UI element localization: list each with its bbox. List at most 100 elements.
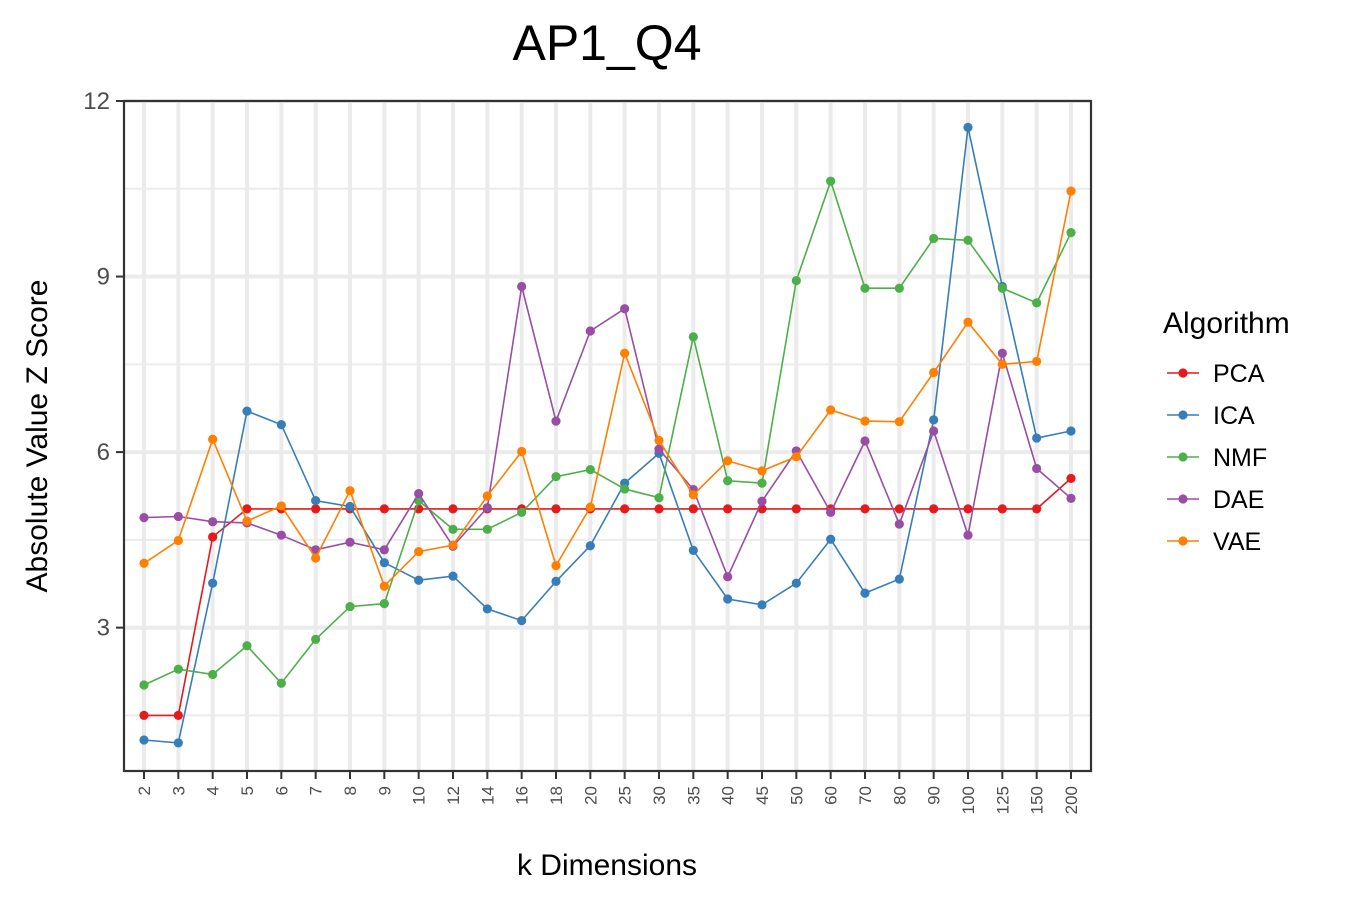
x-tick-label: 50 — [787, 786, 806, 805]
data-point — [242, 504, 252, 514]
data-point — [585, 502, 595, 512]
data-point — [929, 233, 939, 244]
legend-label: PCA — [1213, 360, 1265, 388]
data-point — [929, 426, 939, 436]
x-tick-label: 80 — [890, 786, 909, 805]
data-point — [379, 599, 389, 609]
data-point — [997, 348, 1007, 358]
x-tick-label: 16 — [513, 786, 532, 805]
data-point — [276, 419, 286, 430]
data-point — [448, 571, 458, 581]
data-point — [139, 735, 149, 745]
legend-item-pca: PCA — [1167, 360, 1265, 388]
data-point — [551, 416, 561, 426]
data-point — [654, 444, 664, 454]
data-point — [620, 304, 630, 314]
data-point — [139, 680, 149, 690]
data-point — [860, 283, 870, 293]
data-point — [723, 572, 733, 582]
data-point — [242, 406, 252, 416]
legend-item-vae: VAE — [1167, 528, 1261, 556]
data-point — [139, 710, 149, 721]
data-point — [173, 738, 183, 748]
data-point — [517, 281, 527, 292]
data-point — [345, 501, 355, 512]
data-point — [620, 348, 630, 358]
data-point — [757, 496, 767, 506]
data-point — [963, 235, 973, 245]
y-axis-label: Absolute Value Z Score — [21, 280, 54, 593]
data-point — [276, 501, 286, 511]
data-point — [688, 545, 698, 555]
data-point — [208, 532, 218, 542]
x-tick-label: 35 — [684, 786, 703, 805]
data-point — [757, 478, 767, 488]
series-line — [143, 127, 1072, 744]
x-tick-label: 12 — [444, 786, 463, 805]
data-point — [448, 524, 458, 534]
data-point — [654, 493, 664, 503]
data-point — [345, 537, 355, 547]
data-point — [379, 504, 389, 514]
data-point — [482, 604, 492, 614]
data-point — [585, 541, 595, 551]
data-point — [723, 594, 733, 604]
x-tick-label: 200 — [1062, 786, 1081, 814]
data-point — [311, 553, 321, 563]
data-point — [208, 669, 218, 680]
legend-item-ica: ICA — [1167, 402, 1255, 430]
data-point — [688, 504, 698, 514]
data-point — [654, 504, 664, 514]
x-tick-label: 60 — [822, 786, 841, 805]
x-tick-label: 20 — [581, 786, 600, 805]
data-point — [173, 511, 183, 522]
data-point — [517, 616, 527, 626]
data-point — [723, 456, 733, 466]
x-tick-label: 45 — [753, 786, 772, 805]
data-point — [894, 574, 904, 584]
x-tick-label: 30 — [650, 786, 669, 805]
data-point — [414, 489, 424, 499]
data-point — [208, 517, 218, 527]
data-point — [1066, 228, 1076, 238]
data-point — [345, 601, 355, 612]
x-tick-label: 14 — [478, 786, 497, 805]
data-point — [963, 317, 973, 327]
panel-border — [122, 99, 1093, 773]
data-point — [276, 678, 286, 688]
data-point — [791, 452, 801, 462]
series-line — [143, 286, 1072, 579]
data-point — [482, 491, 492, 501]
data-point — [208, 578, 218, 588]
data-point — [379, 558, 389, 568]
x-tick-label: 40 — [719, 786, 738, 805]
data-point — [860, 504, 870, 514]
series-line — [143, 178, 1072, 686]
legend-label: VAE — [1213, 528, 1261, 556]
data-point — [894, 283, 904, 293]
y-tick-label: 3 — [97, 615, 110, 642]
data-point — [551, 472, 561, 482]
data-point — [620, 504, 630, 514]
data-point — [929, 415, 939, 425]
data-point — [208, 434, 218, 444]
data-point — [139, 558, 149, 568]
data-point — [585, 465, 595, 475]
data-point — [997, 283, 1007, 293]
series-vae — [139, 186, 1076, 591]
data-point — [379, 581, 389, 591]
data-point — [311, 634, 321, 644]
legend-marker — [1178, 368, 1188, 378]
data-point — [860, 416, 870, 426]
data-point — [242, 641, 252, 651]
legend: Algorithm PCA ICA NMF DAE VAE — [1163, 307, 1290, 556]
series-nmf — [139, 176, 1076, 690]
data-point — [791, 504, 801, 514]
data-point — [688, 490, 698, 500]
data-point — [448, 540, 458, 550]
x-tick-label: 70 — [856, 786, 875, 805]
data-point — [482, 524, 492, 534]
data-point — [482, 503, 492, 513]
data-point — [929, 367, 939, 378]
data-point — [826, 507, 836, 517]
